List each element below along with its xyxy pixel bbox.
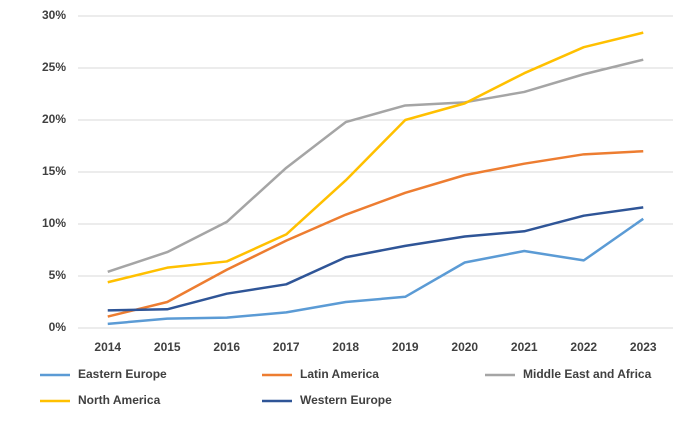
legend-label: Latin America — [300, 367, 379, 381]
y-tick-label: 30% — [42, 8, 66, 22]
x-tick-label: 2019 — [392, 340, 419, 354]
series-line — [107, 206, 644, 312]
y-tick-label: 25% — [42, 60, 66, 74]
y-tick-label: 15% — [42, 164, 66, 178]
y-tick-label: 0% — [49, 320, 67, 334]
y-tick-label: 5% — [49, 268, 67, 282]
legend-label: Eastern Europe — [78, 367, 167, 381]
legend-label: North America — [78, 393, 161, 407]
x-tick-label: 2020 — [451, 340, 478, 354]
x-tick-label: 2015 — [154, 340, 181, 354]
x-tick-label: 2022 — [570, 340, 597, 354]
x-tick-label: 2023 — [630, 340, 657, 354]
x-tick-label: 2021 — [511, 340, 538, 354]
x-tick-label: 2017 — [273, 340, 300, 354]
series-line — [107, 31, 644, 284]
x-tick-label: 2014 — [94, 340, 121, 354]
series-line — [107, 149, 644, 318]
series-line — [107, 217, 644, 326]
legend-label: Western Europe — [300, 393, 392, 407]
legend-label: Middle East and Africa — [523, 367, 652, 381]
series-line — [107, 58, 644, 274]
x-tick-label: 2018 — [332, 340, 359, 354]
y-tick-label: 20% — [42, 112, 66, 126]
x-tick-label: 2016 — [213, 340, 240, 354]
y-tick-label: 10% — [42, 216, 66, 230]
